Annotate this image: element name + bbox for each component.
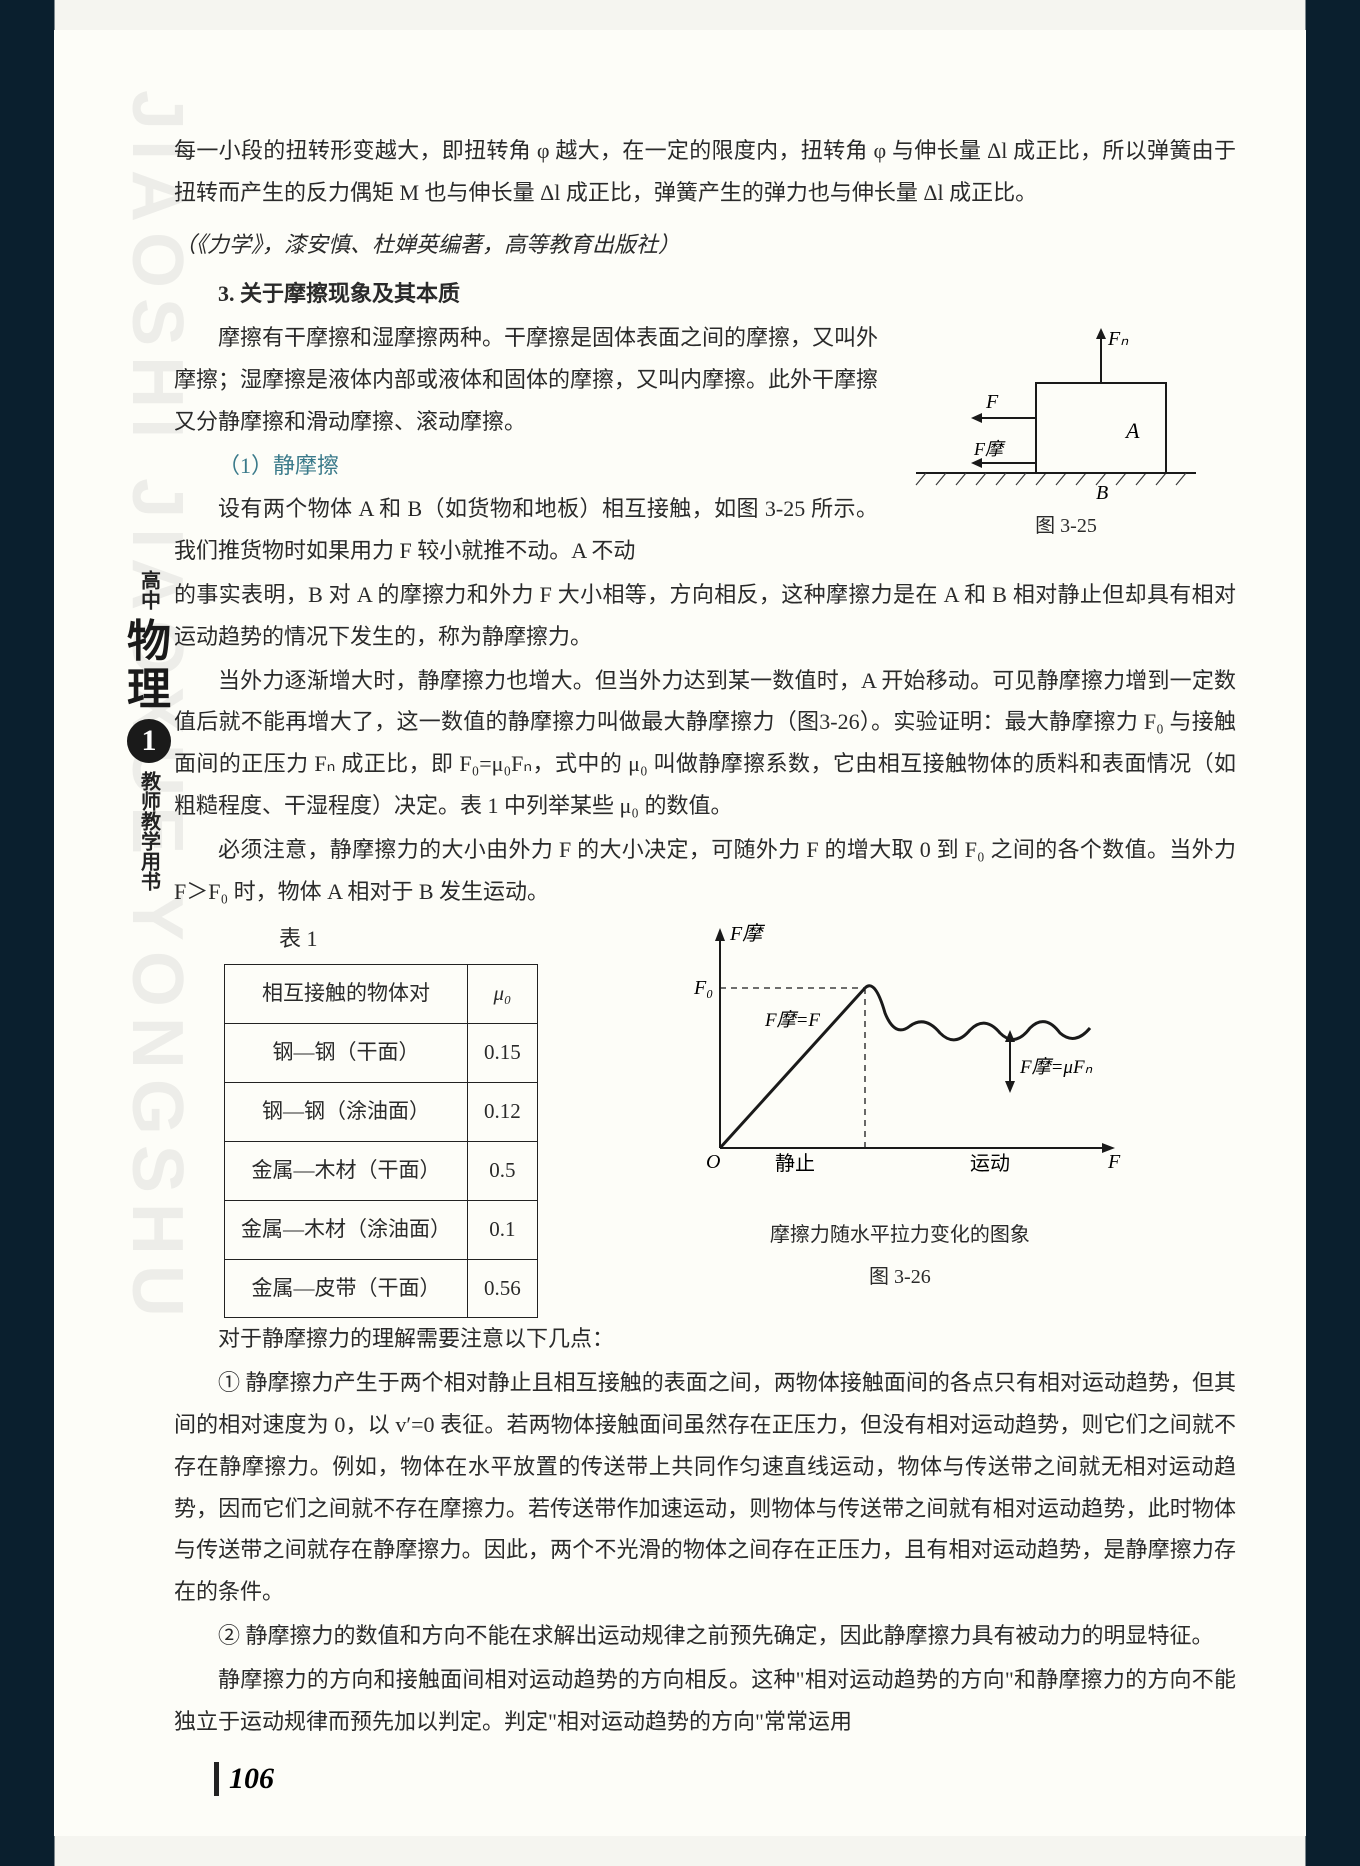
svg-text:F摩=μFₙ: F摩=μFₙ (1019, 1056, 1093, 1078)
svg-text:F: F (1107, 1151, 1121, 1173)
figure-3-26-caption-2: 图 3-26 (564, 1258, 1236, 1296)
paragraph-8: ② 静摩擦力的数值和方向不能在求解出运动规律之前预先确定，因此静摩擦力具有被动力… (174, 1615, 1236, 1657)
source-citation: （《力学》，漆安慎、杜婵英编著，高等教育出版社） (174, 224, 1236, 266)
table-header-mu: μ₀ (468, 965, 538, 1024)
table-row: 金属—皮带（干面）0.56 (225, 1259, 538, 1318)
figure-3-25: A Fₙ F F摩 B 图 3-25 (896, 323, 1236, 545)
figure-3-25-caption: 图 3-25 (896, 507, 1236, 545)
paragraph-1: 每一小段的扭转形变越大，即扭转角 φ 越大，在一定的限度内，扭转角 φ 与伸长量… (174, 130, 1236, 214)
paragraph-5: 必须注意，静摩擦力的大小由外力 F 的大小决定，可随外力 F 的增大取 0 到 … (174, 829, 1236, 913)
svg-text:F: F (985, 391, 999, 413)
figure-3-26-caption-1: 摩擦力随水平拉力变化的图象 (564, 1216, 1236, 1254)
paragraph-6: 对于静摩擦力的理解需要注意以下几点： (174, 1318, 1236, 1360)
sidebar-title-2: 理 (124, 666, 174, 714)
svg-text:O: O (706, 1151, 720, 1173)
table-row: 金属—木材（干面）0.5 (225, 1141, 538, 1200)
svg-text:A: A (1124, 418, 1140, 443)
svg-text:F摩: F摩 (729, 923, 765, 945)
paragraph-3b: 的事实表明，B 对 A 的摩擦力和外力 F 大小相等，方向相反，这种摩擦力是在 … (174, 574, 1236, 658)
paragraph-7: ① 静摩擦力产生于两个相对静止且相互接触的表面之间，两物体接触面间的各点只有相对… (174, 1362, 1236, 1613)
sidebar-title-1: 物 (124, 618, 174, 666)
svg-text:Fₙ: Fₙ (1107, 328, 1129, 350)
paragraph-4: 当外力逐渐增大时，静摩擦力也增大。但当外力达到某一数值时，A 开始移动。可见静摩… (174, 660, 1236, 827)
sidebar-volume-circle: 1 (127, 719, 171, 763)
section-heading-3: 3. 关于摩擦现象及其本质 (174, 273, 1236, 315)
figure-3-26: F摩 F O F₀ F摩=F F摩=μFₙ 静止 运动 摩擦力随水平拉力 (564, 918, 1236, 1296)
sidebar-grade-label: 高中 (135, 570, 164, 610)
paragraph-9: 静摩擦力的方向和接触面间相对运动趋势的方向相反。这种"相对运动趋势的方向"和静摩… (174, 1659, 1236, 1743)
table-1-wrap: 表 1 相互接触的物体对 μ₀ 钢—钢（干面）0.15 钢—钢（涂油面）0.12… (224, 918, 538, 1318)
svg-text:F摩=F: F摩=F (764, 1009, 820, 1031)
sidebar: 高中 物 理 1 教师教学用书 (124, 570, 174, 891)
table-1-label: 表 1 (224, 918, 538, 960)
sidebar-subtitle: 教师教学用书 (135, 771, 164, 891)
svg-text:B: B (1096, 482, 1108, 503)
svg-text:静止: 静止 (775, 1152, 815, 1175)
page-content: 每一小段的扭转形变越大，即扭转角 φ 越大，在一定的限度内，扭转角 φ 与伸长量… (174, 130, 1236, 1742)
svg-text:F摩: F摩 (973, 439, 1006, 459)
table-row: 钢—钢（干面）0.15 (225, 1024, 538, 1083)
table-row: 金属—木材（涂油面）0.1 (225, 1200, 538, 1259)
table-row: 钢—钢（涂油面）0.12 (225, 1082, 538, 1141)
svg-text:运动: 运动 (970, 1152, 1010, 1175)
svg-text:F₀: F₀ (693, 977, 713, 999)
page-number: 106 (214, 1762, 274, 1796)
table-header-pair: 相互接触的物体对 (225, 965, 468, 1024)
friction-coefficient-table: 相互接触的物体对 μ₀ 钢—钢（干面）0.15 钢—钢（涂油面）0.12 金属—… (224, 964, 538, 1318)
